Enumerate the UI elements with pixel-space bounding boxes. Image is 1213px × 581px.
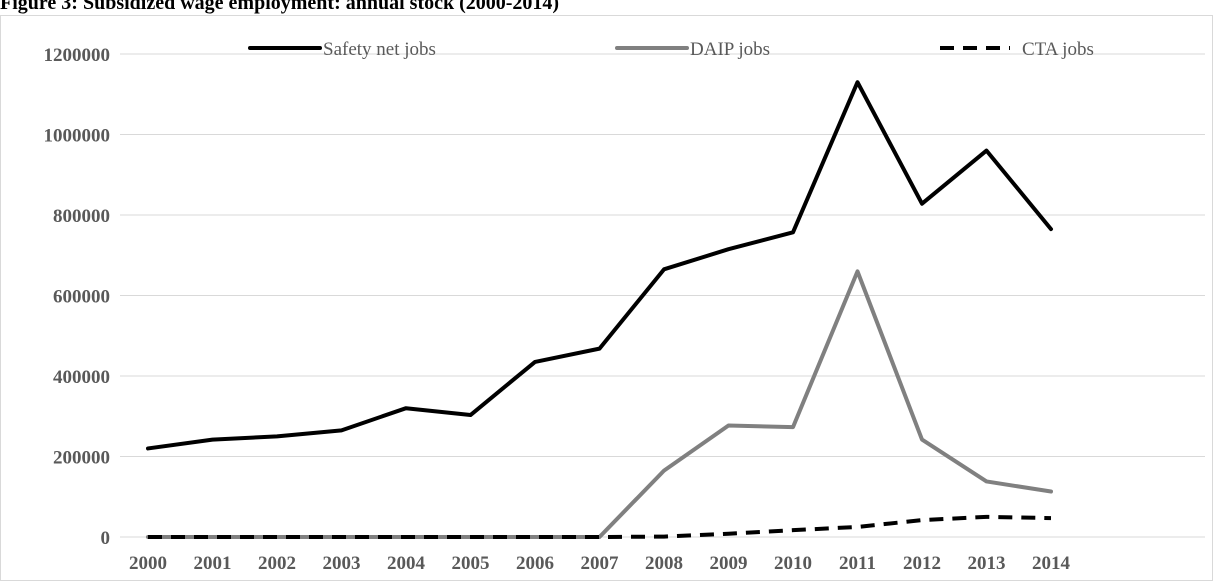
y-tick-label: 0: [101, 528, 111, 549]
y-tick-label: 600000: [53, 287, 110, 308]
x-tick-label: 2002: [258, 553, 296, 574]
y-tick-label: 400000: [53, 367, 110, 388]
legend-label-3: CTA jobs: [1022, 39, 1094, 60]
x-tick-label: 2007: [581, 553, 620, 574]
x-tick-label: 2009: [710, 553, 748, 574]
x-tick-label: 2011: [839, 553, 876, 574]
x-tick-label: 2004: [387, 553, 426, 574]
y-tick-label: 800000: [53, 206, 110, 227]
series-line-3: [148, 514, 1052, 539]
x-tick-label: 2008: [645, 553, 683, 574]
legend: Safety net jobs DAIP jobs CTA jobs: [248, 39, 1094, 60]
y-tick-label: 1000000: [44, 126, 111, 147]
x-tick-label: 2000: [129, 553, 167, 574]
x-tick-label: 2003: [323, 553, 361, 574]
x-tick-label: 2001: [194, 553, 232, 574]
y-tick-label: 1200000: [44, 45, 111, 66]
legend-label-1: Safety net jobs: [323, 39, 436, 60]
series-line-2: [146, 269, 1053, 539]
x-tick-label: 2010: [774, 553, 812, 574]
y-tick-label: 200000: [53, 448, 110, 469]
plot-frame: [0, 15, 1213, 581]
x-axis-ticks: 2000 2001 2002 2003 2004 2005 2006 2007 2008 2009…: [129, 553, 1071, 574]
legend-label-2: DAIP jobs: [690, 39, 770, 60]
y-axis-ticks: 0 200000 400000 600000 800000 1000000 1200000: [44, 45, 111, 549]
series-layer: [146, 80, 1053, 539]
series-line-1: [146, 80, 1053, 451]
x-tick-label: 2005: [452, 553, 490, 574]
gridlines: [120, 53, 1205, 538]
x-tick-label: 2006: [516, 553, 554, 574]
figure-title: Figure 3: Subsidized wage employment: an…: [0, 0, 560, 14]
x-tick-label: 2012: [903, 553, 941, 574]
x-tick-label: 2013: [968, 553, 1006, 574]
x-tick-label: 2014: [1032, 553, 1071, 574]
